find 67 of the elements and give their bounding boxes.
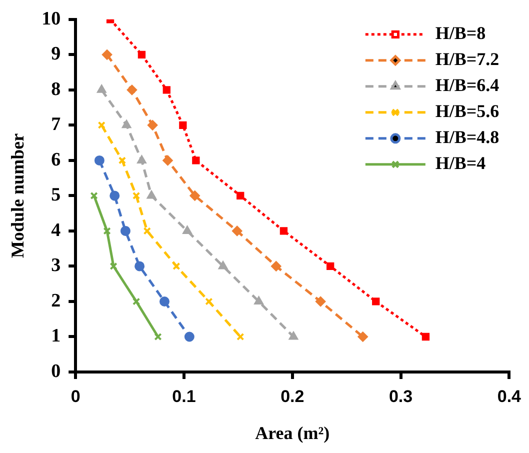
- point: [159, 296, 170, 306]
- point: [190, 190, 200, 201]
- point: [184, 332, 194, 342]
- point: [148, 120, 158, 130]
- y-tick-label: 8: [51, 78, 61, 100]
- y-tick-label: 4: [51, 220, 62, 241]
- point: [236, 332, 244, 341]
- y-tick-label: 10: [42, 8, 61, 30]
- legend-label: H/B=6.4: [435, 75, 500, 96]
- point: [232, 226, 242, 236]
- point: [316, 296, 326, 306]
- point: [138, 50, 146, 58]
- point: [172, 262, 180, 270]
- point: [98, 121, 106, 130]
- point: [94, 155, 104, 166]
- point: [422, 332, 430, 341]
- legend-label: H/B=4.8: [435, 127, 500, 148]
- point: [326, 262, 334, 270]
- x-tick-label: 0.3: [388, 386, 413, 406]
- point: [110, 190, 120, 201]
- x-tick-label: 0.1: [172, 386, 196, 406]
- point: [103, 227, 111, 235]
- point: [162, 155, 173, 166]
- point: [372, 298, 380, 306]
- point: [143, 227, 151, 235]
- point: [192, 156, 200, 164]
- y-tick-label: 2: [51, 290, 61, 312]
- point: [162, 86, 170, 94]
- point: [280, 227, 288, 235]
- point: [179, 121, 187, 130]
- x-tick-label: 0: [70, 386, 80, 406]
- y-axis-title: Module number: [7, 133, 28, 258]
- point: [358, 332, 368, 342]
- point: [110, 262, 118, 270]
- legend-label: H/B=5.6: [435, 101, 500, 122]
- y-tick-label: 6: [51, 149, 61, 170]
- point: [182, 226, 192, 234]
- point: [90, 192, 98, 200]
- point: [126, 84, 137, 95]
- x-axis-title: Area (m²): [255, 422, 330, 443]
- point: [254, 296, 264, 304]
- y-tick-label: 3: [51, 255, 61, 276]
- point: [137, 155, 146, 164]
- x-tick-label: 0.2: [280, 386, 304, 406]
- legend-label: H/B=7.2: [435, 49, 500, 70]
- point: [120, 226, 130, 236]
- y-tick-label: 7: [51, 114, 62, 136]
- point: [102, 50, 112, 60]
- x-tick-label: 0.4: [497, 386, 522, 406]
- point: [271, 261, 282, 272]
- point: [97, 84, 106, 93]
- point: [205, 298, 213, 306]
- point: [118, 156, 126, 164]
- point: [147, 190, 156, 199]
- legend-label: H/B=8: [435, 23, 486, 44]
- y-tick-label: 0: [51, 360, 61, 382]
- point: [218, 261, 228, 270]
- y-tick-label: 5: [51, 184, 61, 206]
- point: [134, 261, 145, 272]
- point: [236, 192, 244, 200]
- legend-label: H/B=4: [435, 153, 486, 174]
- y-tick-label: 1: [51, 326, 61, 347]
- point: [289, 332, 298, 340]
- point: [132, 298, 140, 306]
- y-tick-label: 9: [51, 44, 61, 65]
- point: [132, 192, 140, 200]
- point: [122, 120, 132, 128]
